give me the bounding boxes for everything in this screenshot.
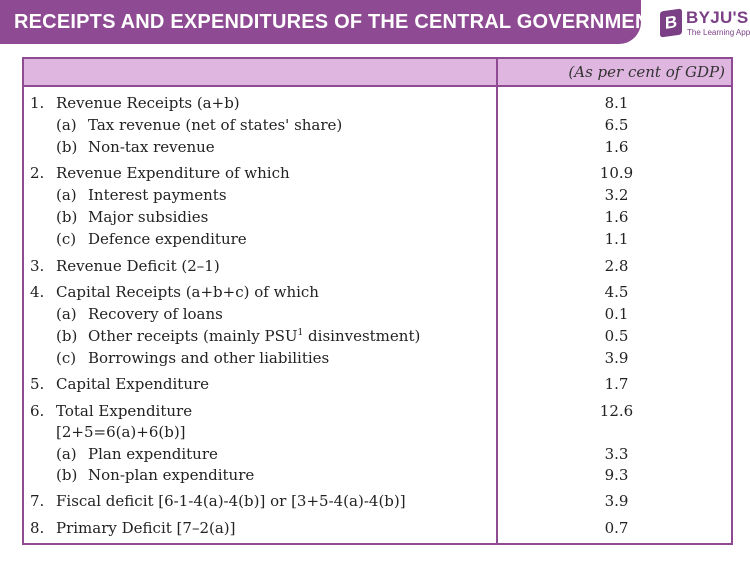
page-title: RECEIPTS AND EXPENDITURES OF THE CENTRAL…	[14, 11, 663, 33]
table-row: 8. Primary Deficit [7–2(a)] 0.7	[24, 517, 731, 539]
table-row: (a) Recovery of loans 0.1	[24, 303, 731, 325]
row-value: 2.8	[604, 257, 629, 275]
row-subnumber: (b)	[56, 208, 78, 226]
row-label: Plan expenditure	[88, 445, 218, 463]
table-row: (b) Major subsidies 1.6	[24, 206, 731, 228]
table-row: 5. Capital Expenditure 1.7	[24, 373, 731, 395]
row-value: 10.9	[599, 164, 634, 182]
table-row: 7. Fiscal deficit [6-1-4(a)-4(b)] or [3+…	[24, 490, 731, 512]
column-divider	[496, 59, 498, 543]
row-label: Revenue Receipts (a+b)	[56, 94, 240, 112]
table-row: (b) Non-plan expenditure 9.3	[24, 464, 731, 486]
row-value: 1.7	[604, 375, 629, 393]
row-number: 7.	[30, 492, 45, 510]
row-number: 2.	[30, 164, 45, 182]
page-title-banner: RECEIPTS AND EXPENDITURES OF THE CENTRAL…	[0, 0, 662, 44]
row-value: 1.6	[604, 208, 629, 226]
row-subnumber: (b)	[56, 466, 78, 484]
row-subnumber: (a)	[56, 305, 77, 323]
row-value: 0.7	[604, 519, 629, 537]
row-label: Capital Receipts (a+b+c) of which	[56, 283, 319, 301]
row-label: Major subsidies	[88, 208, 209, 226]
row-label: Other receipts (mainly PSU1 disinvestmen…	[88, 325, 420, 347]
logo-wordmark: BYJU'S	[686, 8, 749, 27]
table-row: (b) Non-tax revenue 1.6	[24, 136, 731, 158]
row-number: 5.	[30, 375, 45, 393]
row-value: 1.1	[604, 230, 629, 248]
table-row: 1. Revenue Receipts (a+b) 8.1	[24, 92, 731, 114]
table-row: (b) Other receipts (mainly PSU1 disinves…	[24, 325, 731, 347]
receipts-expenditures-table: (As per cent of GDP) 1. Revenue Receipts…	[22, 57, 733, 545]
row-value: 0.1	[604, 305, 629, 323]
row-number: 8.	[30, 519, 45, 537]
row-label: Non-tax revenue	[88, 138, 215, 156]
row-subnumber: (b)	[56, 138, 78, 156]
row-number: 6.	[30, 402, 45, 420]
unit-header: (As per cent of GDP)	[568, 63, 725, 81]
row-label: Defence expenditure	[88, 230, 247, 248]
row-value: 3.3	[604, 445, 629, 463]
row-label: [2+5=6(a)+6(b)]	[56, 423, 186, 441]
row-value: 0.5	[604, 327, 629, 345]
row-number: 4.	[30, 283, 45, 301]
row-value: 4.5	[604, 283, 629, 301]
row-value: 12.6	[599, 402, 634, 420]
row-subnumber: (a)	[56, 186, 77, 204]
row-label: Interest payments	[88, 186, 227, 204]
row-label: Non-plan expenditure	[88, 466, 255, 484]
row-value: 1.6	[604, 138, 629, 156]
table-row: 4. Capital Receipts (a+b+c) of which 4.5	[24, 281, 731, 303]
row-label-text: Other receipts (mainly PSU	[88, 327, 298, 345]
row-subnumber: (c)	[56, 349, 77, 367]
row-subnumber: (a)	[56, 445, 77, 463]
table-row: (c) Borrowings and other liabilities 3.9	[24, 347, 731, 369]
footnote-marker: 1	[297, 328, 304, 338]
row-label-text-after: disinvestment)	[303, 327, 421, 345]
table-row: (c) Defence expenditure 1.1	[24, 228, 731, 250]
byjus-logo[interactable]: B BYJU'S The Learning App	[660, 7, 750, 41]
row-value: 3.2	[604, 186, 629, 204]
table-header: (As per cent of GDP)	[24, 59, 731, 87]
row-value: 3.9	[604, 349, 629, 367]
row-number: 1.	[30, 94, 45, 112]
row-number: 3.	[30, 257, 45, 275]
row-value: 6.5	[604, 116, 629, 134]
row-value: 3.9	[604, 492, 629, 510]
row-label: Primary Deficit [7–2(a)]	[56, 519, 236, 537]
table-row: (a) Plan expenditure 3.3	[24, 443, 731, 465]
table-row: 6. Total Expenditure 12.6	[24, 400, 731, 422]
row-label: Total Expenditure	[56, 402, 193, 420]
row-label: Borrowings and other liabilities	[88, 349, 330, 367]
row-subnumber: (a)	[56, 116, 77, 134]
row-label: Fiscal deficit [6-1-4(a)-4(b)] or [3+5-4…	[56, 492, 406, 510]
table-row: 2. Revenue Expenditure of which 10.9	[24, 162, 731, 184]
row-subnumber: (c)	[56, 230, 77, 248]
logo-mark-icon: B	[660, 8, 682, 38]
table-row: (a) Tax revenue (net of states' share) 6…	[24, 114, 731, 136]
row-label: Revenue Expenditure of which	[56, 164, 290, 182]
row-label: Revenue Deficit (2–1)	[56, 257, 220, 275]
table-row: [2+5=6(a)+6(b)]	[24, 421, 731, 443]
row-value: 9.3	[604, 466, 629, 484]
row-label: Recovery of loans	[88, 305, 223, 323]
table-row: 3. Revenue Deficit (2–1) 2.8	[24, 255, 731, 277]
table-row: (a) Interest payments 3.2	[24, 184, 731, 206]
row-label: Tax revenue (net of states' share)	[88, 116, 343, 134]
row-value: 8.1	[604, 94, 629, 112]
logo-tagline: The Learning App	[687, 28, 750, 37]
row-label: Capital Expenditure	[56, 375, 210, 393]
row-subnumber: (b)	[56, 327, 78, 345]
